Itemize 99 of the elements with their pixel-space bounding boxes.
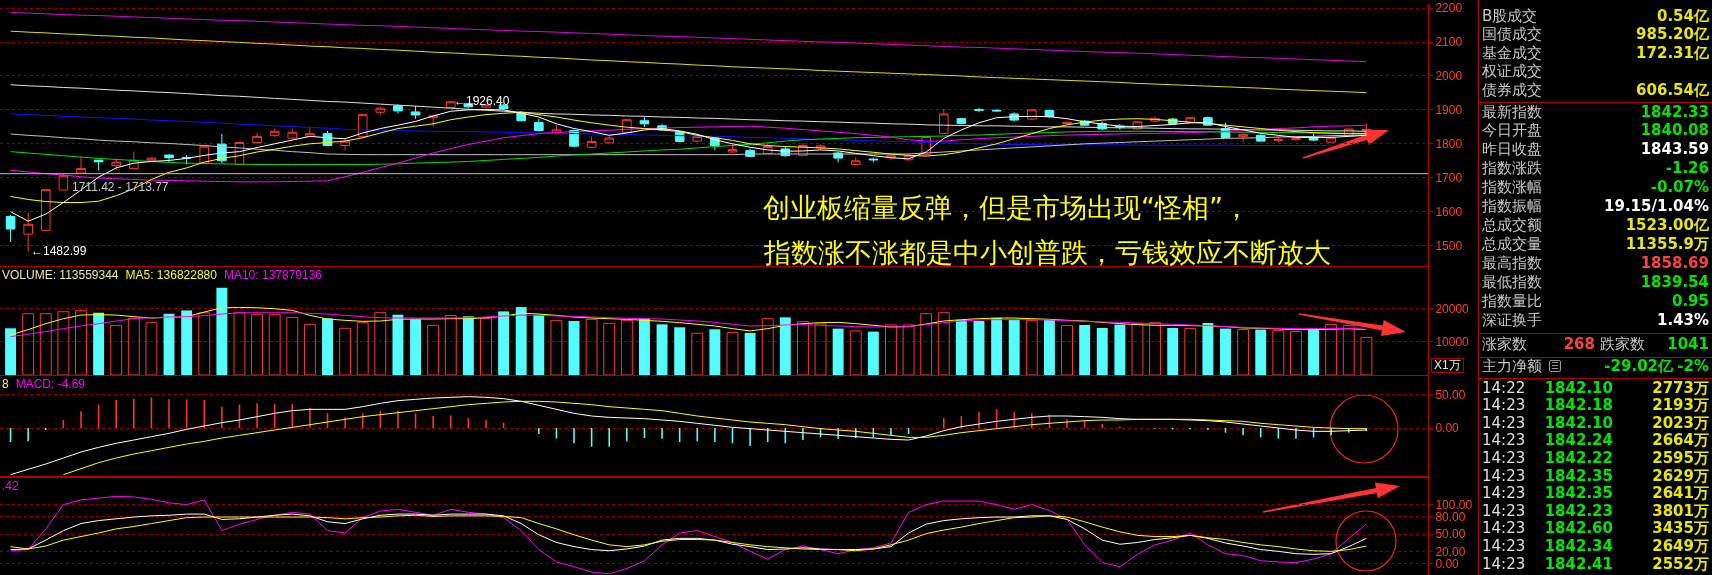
y-tick-label: 1700 — [1435, 170, 1463, 185]
text: B股成交 — [1482, 6, 1538, 25]
text: 指数振幅 — [1482, 197, 1542, 216]
text: 14:23 — [1482, 448, 1526, 467]
text: 1843.59 — [1640, 140, 1709, 159]
text: 3435万 — [1652, 519, 1709, 538]
text: 1842.22 — [1544, 448, 1613, 467]
text: 涨家数 — [1482, 334, 1527, 353]
text: 1842.34 — [1544, 536, 1613, 555]
text: 268 — [1563, 334, 1595, 353]
text: 1839.54 — [1640, 273, 1709, 292]
y-tick-label: 100.00 — [1435, 497, 1473, 512]
text: 1842.41 — [1544, 554, 1613, 573]
text: 14:23 — [1482, 519, 1526, 538]
text: 主力净额 — [1482, 356, 1542, 375]
text: 1858.69 — [1640, 254, 1709, 273]
text: 2629万 — [1652, 466, 1709, 485]
text: 14:22 — [1482, 378, 1526, 397]
y-tick-label: 0.00 — [1435, 421, 1460, 436]
annotation: 8 — [2, 377, 9, 391]
text: 19.15/1.04% — [1604, 197, 1709, 216]
text: 指数量比 — [1482, 292, 1542, 310]
text: 2664万 — [1652, 431, 1709, 450]
y-axis-title: X1万 — [1431, 358, 1464, 373]
text: 最高指数 — [1482, 254, 1542, 273]
text: 606.54亿 — [1636, 80, 1709, 99]
annotation: 指数涨不涨都是中小创普跌，亏钱效应不断放大 — [763, 237, 1331, 268]
text: 0.54亿 — [1656, 6, 1709, 25]
text: 1842.10 — [1544, 413, 1613, 432]
text: 2023万 — [1652, 413, 1709, 432]
text: -0.07% — [1650, 178, 1709, 197]
text: 今日开盘 — [1482, 121, 1542, 140]
text: MA5: 136822880 — [125, 268, 217, 282]
text: 14:23 — [1482, 536, 1526, 555]
y-tick-label: 50.00 — [1435, 527, 1466, 542]
text: 1842.33 — [1640, 102, 1709, 121]
text: 权证成交 — [1482, 61, 1542, 80]
text: 14:23 — [1482, 413, 1526, 432]
y-tick-label: 20000 — [1435, 301, 1470, 316]
text: 14:23 — [1482, 431, 1526, 450]
text: 1842.18 — [1544, 396, 1613, 415]
text: 2552万 — [1652, 554, 1709, 573]
text: 1842.23 — [1544, 501, 1613, 520]
text: 国债成交 — [1482, 24, 1542, 43]
text: 172.31亿 — [1636, 43, 1709, 62]
text: 14:23 — [1482, 466, 1526, 485]
text: 14:23 — [1482, 554, 1526, 573]
y-tick-label: 1900 — [1435, 103, 1463, 118]
text: 指数涨跌 — [1482, 159, 1542, 178]
text: 0.95 — [1671, 292, 1709, 310]
y-tick-label: 1600 — [1435, 204, 1463, 219]
chart-title: MACD: -4.69 — [15, 377, 86, 391]
text: 基金成交 — [1482, 43, 1542, 62]
text: -1.26 — [1665, 159, 1709, 178]
y-tick-label: 50.00 — [1435, 387, 1466, 402]
text: 14:23 — [1482, 484, 1526, 503]
text: 最低指数 — [1482, 273, 1542, 292]
text: 1840.08 — [1640, 121, 1709, 140]
text: 2193万 — [1652, 396, 1709, 415]
text: 2595万 — [1652, 448, 1709, 467]
text: 14:23 — [1482, 396, 1526, 415]
text: 2649万 — [1652, 536, 1709, 555]
y-tick-label: 10000 — [1435, 335, 1470, 350]
annotation: 创业板缩量反弹，但是市场出现“怪相”， — [763, 192, 1250, 223]
text: -2% — [1677, 356, 1709, 375]
chart-title: .42 — [2, 479, 19, 493]
text: 2773万 — [1652, 378, 1709, 397]
text: 2641万 — [1652, 484, 1709, 503]
text: MA10: 137879136 — [223, 268, 323, 282]
text: 1842.10 — [1544, 378, 1613, 397]
text: 跌家数 — [1600, 334, 1645, 353]
y-tick-label: 2200 — [1435, 1, 1463, 16]
y-tick-label: 1800 — [1435, 137, 1463, 152]
text: 1842.60 — [1544, 519, 1613, 538]
text: 昨日收盘 — [1482, 140, 1542, 159]
annotation: ←1926.40 — [454, 94, 510, 108]
text: -29.02亿 — [1604, 356, 1673, 375]
text: 11355.9万 — [1625, 235, 1709, 254]
text: 1842.24 — [1544, 431, 1613, 450]
text: 14:23 — [1482, 501, 1526, 520]
text: 深证换手 — [1482, 310, 1542, 329]
chart-title: VOLUME: 113559344 — [2, 268, 119, 282]
text: 1842.35 — [1544, 484, 1613, 503]
text: 1041 — [1667, 334, 1709, 353]
text: 最新指数 — [1482, 102, 1542, 121]
text: 1.43% — [1656, 310, 1709, 329]
text: 1842.35 — [1544, 466, 1613, 485]
y-tick-label: 2000 — [1435, 69, 1463, 84]
y-tick-label: 2100 — [1435, 35, 1463, 50]
text: 债券成交 — [1482, 80, 1542, 99]
y-tick-label: 80.00 — [1435, 509, 1466, 524]
annotation: ←1482.99 — [31, 244, 87, 258]
text: 总成交额 — [1482, 216, 1542, 235]
text: 1523.00亿 — [1625, 216, 1709, 235]
y-tick-label: 1500 — [1435, 238, 1463, 253]
text: 指数涨幅 — [1482, 178, 1542, 197]
text: 总成交量 — [1482, 235, 1542, 254]
text: 3801万 — [1652, 501, 1709, 520]
text: 985.20亿 — [1636, 24, 1709, 43]
